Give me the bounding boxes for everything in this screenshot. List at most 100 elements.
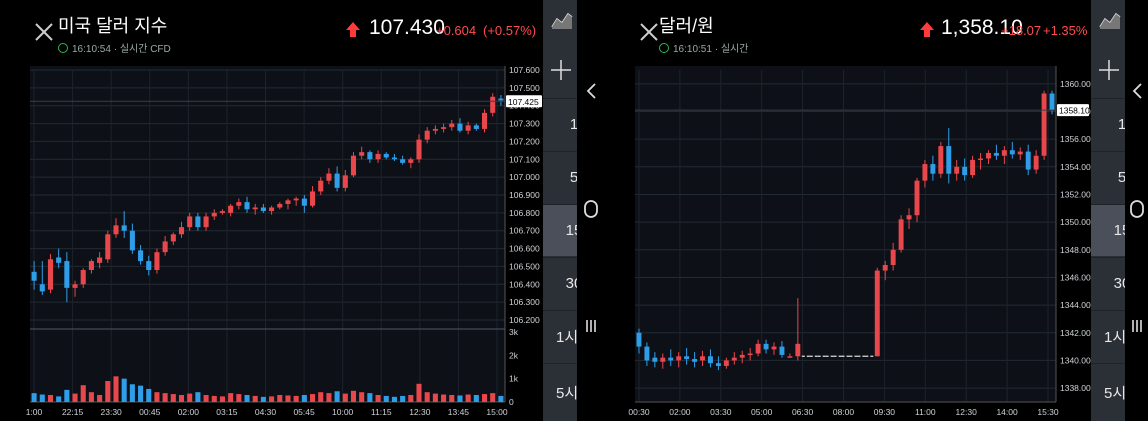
y-tick-label: 1360.00 (1060, 79, 1091, 89)
volume-bar (269, 396, 275, 402)
candlestick-chart[interactable]: 1360.001358.001356.001354.001352.001350.… (613, 0, 1093, 421)
y-tick-label: 107.000 (509, 172, 540, 182)
volume-bar (481, 394, 488, 402)
current-price-tag (506, 95, 542, 108)
price-change: +18.07 (1001, 23, 1042, 38)
crosshair-icon[interactable] (1097, 58, 1121, 82)
candle-body (88, 261, 94, 270)
candle-body (97, 257, 103, 263)
candle-body (105, 234, 111, 260)
candle-body (946, 146, 952, 174)
volume-bar (473, 395, 479, 402)
timeframe-1[interactable]: 1 (1091, 98, 1148, 150)
x-tick-label: 1:00 (26, 407, 43, 417)
candle-body (676, 356, 682, 361)
y-tick-label: 1352.00 (1060, 189, 1091, 199)
crosshair-icon[interactable] (549, 58, 573, 82)
volume-bar (178, 395, 185, 402)
chart-type-icon[interactable] (551, 10, 573, 30)
candle-body (244, 202, 250, 210)
candle-body (962, 166, 968, 176)
candle-body (293, 198, 299, 201)
volume-bar (121, 378, 127, 402)
close-icon[interactable] (639, 22, 659, 42)
x-tick-label: 00:45 (139, 407, 161, 417)
timeframe-5[interactable]: 5 (543, 151, 605, 203)
candle-body (146, 261, 152, 270)
y-tick-label: 106.500 (509, 261, 540, 271)
candle-body (80, 270, 86, 285)
candle-body (906, 215, 912, 220)
chart-background (635, 66, 1056, 402)
candlestick-chart[interactable]: 107.600107.500107.400107.300107.200107.1… (0, 0, 545, 421)
y-tick-label: 106.800 (509, 208, 540, 218)
candle-body (954, 166, 960, 174)
candle-body (771, 346, 777, 350)
candle-body (457, 123, 463, 131)
volume-bar (408, 395, 414, 402)
clock-icon (58, 43, 68, 53)
candle-body (1009, 150, 1015, 155)
candle-body (408, 159, 414, 163)
nav-bar (577, 0, 605, 421)
x-tick-label: 03:30 (710, 407, 732, 417)
candle-body (391, 157, 397, 160)
volume-bar (236, 394, 242, 402)
volume-bar (293, 395, 299, 402)
candle-body (890, 249, 896, 265)
candle-body (731, 357, 737, 361)
x-tick-label: 10:00 (332, 407, 354, 417)
x-tick-label: 05:00 (751, 407, 773, 417)
y-tick-label: 106.300 (509, 297, 540, 307)
volume-bar (383, 395, 389, 402)
volume-bar (211, 395, 217, 402)
candle-body (211, 212, 217, 217)
timestamp: 16:10:51 · 실시간 (659, 40, 748, 55)
candle-body (882, 265, 888, 271)
candle-body (1049, 93, 1055, 111)
candle-body (113, 225, 119, 235)
x-tick-label: 22:15 (62, 407, 84, 417)
chevron-left-icon[interactable] (585, 82, 597, 100)
candle-body (424, 130, 430, 140)
candle-body (47, 259, 54, 290)
home-circle-icon[interactable] (583, 199, 599, 219)
home-circle-icon[interactable] (1129, 199, 1145, 219)
candle-body (874, 270, 880, 357)
x-tick-label: 15:30 (1037, 407, 1059, 417)
candle-body (162, 241, 168, 253)
volume-bar (244, 395, 250, 402)
recent-apps-icon[interactable] (1129, 318, 1145, 334)
volume-bar (195, 392, 201, 402)
x-tick-label: 13:45 (448, 407, 470, 417)
candle-body (138, 250, 144, 262)
timeframe-1[interactable]: 1 (543, 98, 605, 150)
x-tick-label: 11:00 (915, 407, 936, 417)
candle-body (400, 159, 406, 163)
nav-bar (1125, 0, 1148, 421)
chevron-left-icon[interactable] (1131, 82, 1143, 100)
candle-body (432, 128, 438, 131)
timeframe-5[interactable]: 5 (1091, 151, 1148, 203)
candle-body (195, 216, 201, 228)
x-tick-label: 02:00 (669, 407, 691, 417)
candle-body (236, 202, 242, 206)
candle-body (449, 123, 455, 128)
x-tick-label: 00:30 (628, 407, 650, 417)
x-tick-label: 12:30 (956, 407, 978, 417)
candle-body (31, 271, 37, 281)
x-tick-label: 11:15 (371, 407, 392, 417)
candle-body (795, 343, 801, 357)
current-price: 107.430 (369, 16, 445, 39)
candle-body (914, 180, 920, 216)
candle-body (39, 284, 45, 292)
chart-background (30, 66, 505, 402)
x-tick-label: 02:00 (178, 407, 200, 417)
recent-apps-icon[interactable] (583, 318, 599, 334)
close-icon[interactable] (34, 22, 54, 42)
candle-body (723, 360, 729, 366)
y-tick-label: 106.900 (509, 190, 540, 200)
chart-type-icon[interactable] (1099, 10, 1121, 30)
current-price-label: 1358.10 (1059, 106, 1090, 116)
candle-body (739, 354, 745, 358)
